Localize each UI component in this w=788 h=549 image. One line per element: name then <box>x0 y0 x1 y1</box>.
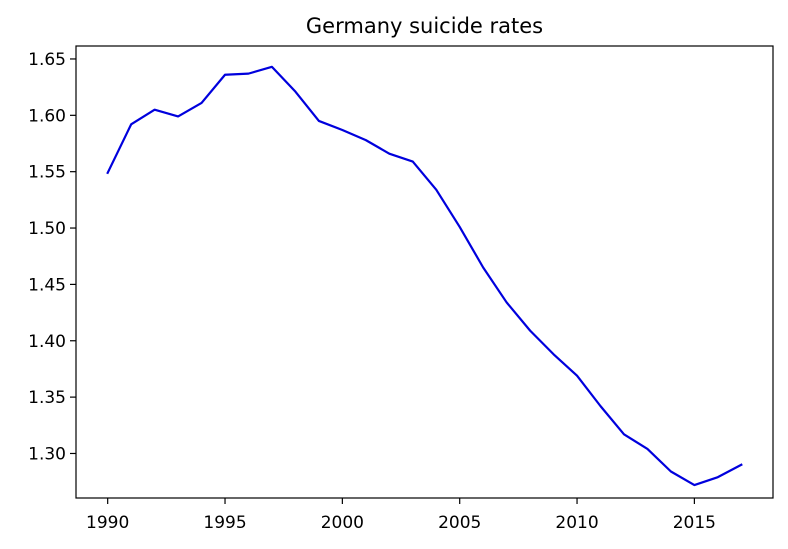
series-layer <box>106 65 743 487</box>
x-axis: 1990 1995 2000 2005 2010 2015 <box>86 498 716 533</box>
x-tick-label: 1995 <box>203 513 246 533</box>
x-tick-label: 2005 <box>438 513 481 533</box>
x-tick-label: 1990 <box>86 513 129 533</box>
plot-frame <box>75 45 774 499</box>
chart-title: Germany suicide rates <box>306 14 543 38</box>
y-tick-label: 1.60 <box>28 106 66 126</box>
y-tick-label: 1.35 <box>28 388 66 408</box>
y-axis: 1.30 1.35 1.40 1.45 1.50 1.55 1.60 1.65 <box>28 50 76 464</box>
series-line <box>106 65 743 487</box>
y-tick-label: 1.30 <box>28 444 66 464</box>
y-tick-label: 1.45 <box>28 275 66 295</box>
y-tick-label: 1.55 <box>28 163 66 183</box>
x-tick-label: 2000 <box>321 513 364 533</box>
y-tick-label: 1.65 <box>28 50 66 70</box>
x-tick-label: 2015 <box>673 513 716 533</box>
x-tick-label: 2010 <box>555 513 598 533</box>
y-tick-label: 1.50 <box>28 219 66 239</box>
y-tick-label: 1.40 <box>28 332 66 352</box>
